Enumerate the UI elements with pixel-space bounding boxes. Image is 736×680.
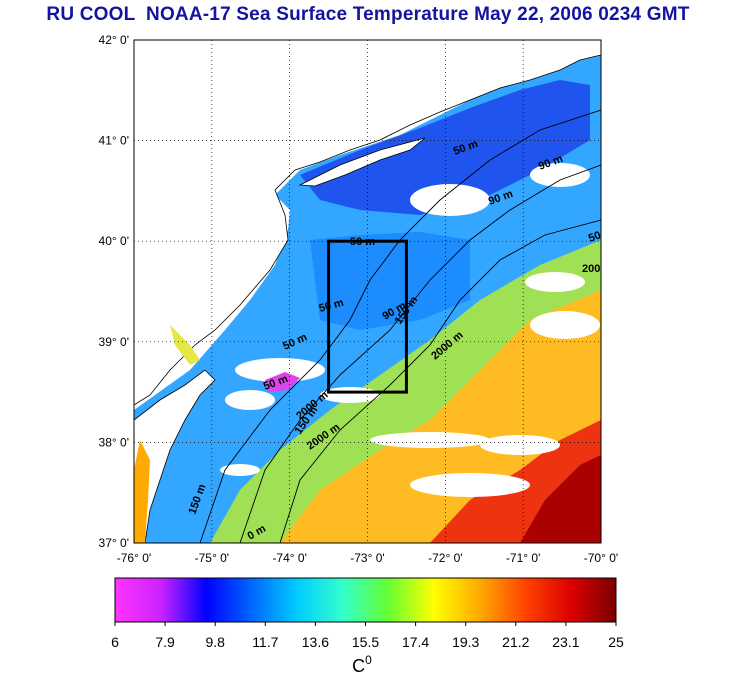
lon-tick-label: -73° 0' xyxy=(350,551,384,565)
colorbar-tick-label: 17.4 xyxy=(402,634,429,650)
colorbar-tick-label: 11.7 xyxy=(252,634,278,650)
colorbar-ticks: 6 7.9 9.8 11.7 13.6 15.5 17.4 19.3 21.2 23.1 25 xyxy=(111,622,624,650)
cold-shelf-water xyxy=(300,80,590,215)
colorbar-tick-label: 21.2 xyxy=(502,634,529,650)
lon-tick-label: -72° 0' xyxy=(428,551,462,565)
colorbar-tick-label: 19.3 xyxy=(452,634,479,650)
contour-label: 2000 xyxy=(582,263,606,275)
lat-tick-label: 42° 0' xyxy=(99,33,129,47)
lon-tick-label: -74° 0' xyxy=(272,551,306,565)
lat-tick-label: 37° 0' xyxy=(99,536,129,550)
delaware-bay xyxy=(170,325,200,365)
chesapeake-bay xyxy=(134,440,150,543)
lon-tick-label: -76° 0' xyxy=(117,551,151,565)
gulf-stream-hot xyxy=(520,455,601,543)
lat-tick-label: 39° 0' xyxy=(99,335,129,349)
lon-tick-label: -71° 0' xyxy=(506,551,540,565)
long-island xyxy=(298,137,426,187)
study-area-box xyxy=(327,239,408,394)
land-mass xyxy=(134,40,601,406)
colorbar-tick-label: 7.9 xyxy=(155,634,175,650)
lat-tick-label: 41° 0' xyxy=(99,134,129,148)
colorbar-tick-label: 9.8 xyxy=(205,634,225,650)
delmarva xyxy=(134,369,216,543)
bathymetry-contours xyxy=(199,109,601,543)
lon-tick-label: -75° 0' xyxy=(195,551,229,565)
map-frame xyxy=(133,39,602,544)
latitude-axis: 42° 0' 41° 0' 40° 0' 39° 0' 38° 0' 37° 0' xyxy=(99,33,129,550)
colorbar-tick-label: 23.1 xyxy=(552,634,579,650)
colorbar-tick-label: 13.6 xyxy=(302,634,329,650)
map-title: RU COOL NOAA-17 Sea Surface Temperature … xyxy=(46,4,690,25)
lon-tick-label: -70° 0' xyxy=(584,551,618,565)
mid-shelf-water xyxy=(310,232,470,330)
lat-tick-label: 40° 0' xyxy=(99,234,129,248)
lat-tick-label: 38° 0' xyxy=(99,435,129,449)
colorbar xyxy=(114,577,617,623)
colorbar-tick-label: 15.5 xyxy=(352,634,379,650)
colorbar-tick-label: 6 xyxy=(111,634,119,650)
colorbar-tick-label: 25 xyxy=(608,634,624,650)
longitude-axis: -76° 0' -75° 0' -74° 0' -73° 0' -72° 0' -71° … xyxy=(117,551,618,565)
colorbar-unit: C0 xyxy=(352,653,372,676)
cold-coastal-patch xyxy=(265,372,300,392)
cloud-cover xyxy=(220,163,600,497)
